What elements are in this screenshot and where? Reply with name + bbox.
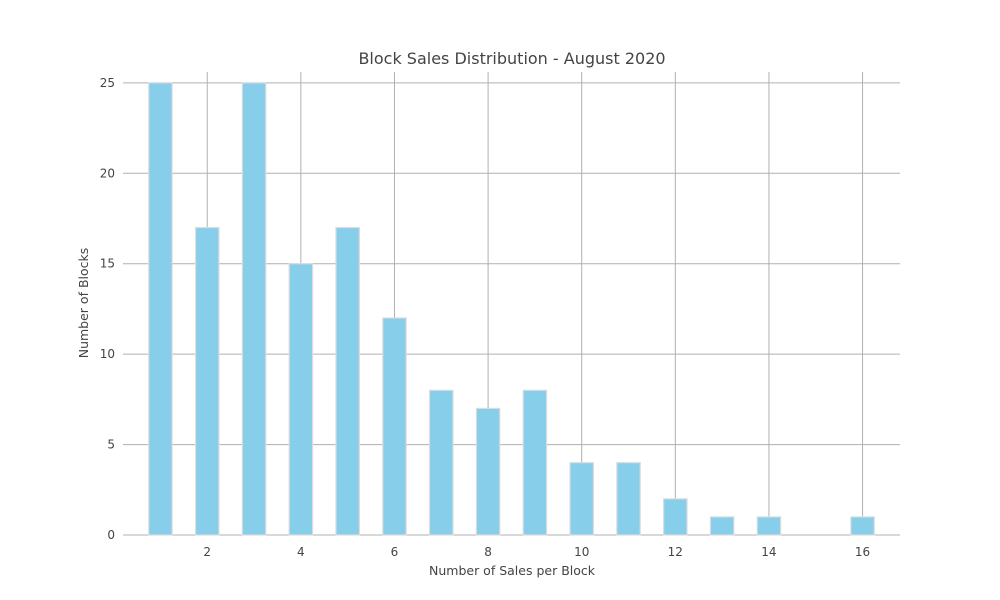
chart-title: Block Sales Distribution - August 2020 (358, 49, 665, 68)
x-tick-label: 8 (484, 545, 492, 559)
bar (522, 389, 548, 536)
bar (382, 317, 407, 536)
y-tick-label: 25 (100, 76, 115, 90)
y-tick-label: 10 (100, 347, 115, 361)
y-tick-labels: 0 5 10 15 20 25 (100, 76, 115, 542)
x-tick-label: 2 (203, 545, 211, 559)
x-tick-label: 14 (761, 545, 776, 559)
bar (428, 389, 454, 536)
x-tick-label: 6 (391, 545, 399, 559)
bars (148, 82, 875, 536)
x-axis-label: Number of Sales per Block (429, 563, 596, 578)
bar (756, 516, 782, 536)
bar (288, 263, 314, 536)
x-tick-label: 16 (855, 545, 870, 559)
x-tick-labels: 2 4 6 8 10 12 14 16 (203, 545, 870, 559)
bar (616, 462, 641, 536)
bar (709, 516, 735, 536)
x-tick-label: 10 (574, 545, 589, 559)
bar (569, 462, 595, 536)
y-tick-label: 15 (100, 257, 115, 271)
y-tick-label: 5 (107, 438, 115, 452)
bar (335, 226, 360, 536)
y-grid (123, 82, 900, 536)
x-grid (206, 72, 864, 535)
x-tick-label: 12 (668, 545, 683, 559)
y-axis-label: Number of Blocks (76, 248, 91, 359)
y-tick-label: 20 (100, 166, 115, 180)
bar (475, 407, 501, 536)
bar (148, 82, 173, 536)
bar (850, 516, 875, 536)
bar (241, 82, 267, 536)
y-tick-label: 0 (107, 528, 115, 542)
x-tick-label: 4 (297, 545, 305, 559)
bar (194, 226, 220, 536)
bar (663, 498, 688, 536)
